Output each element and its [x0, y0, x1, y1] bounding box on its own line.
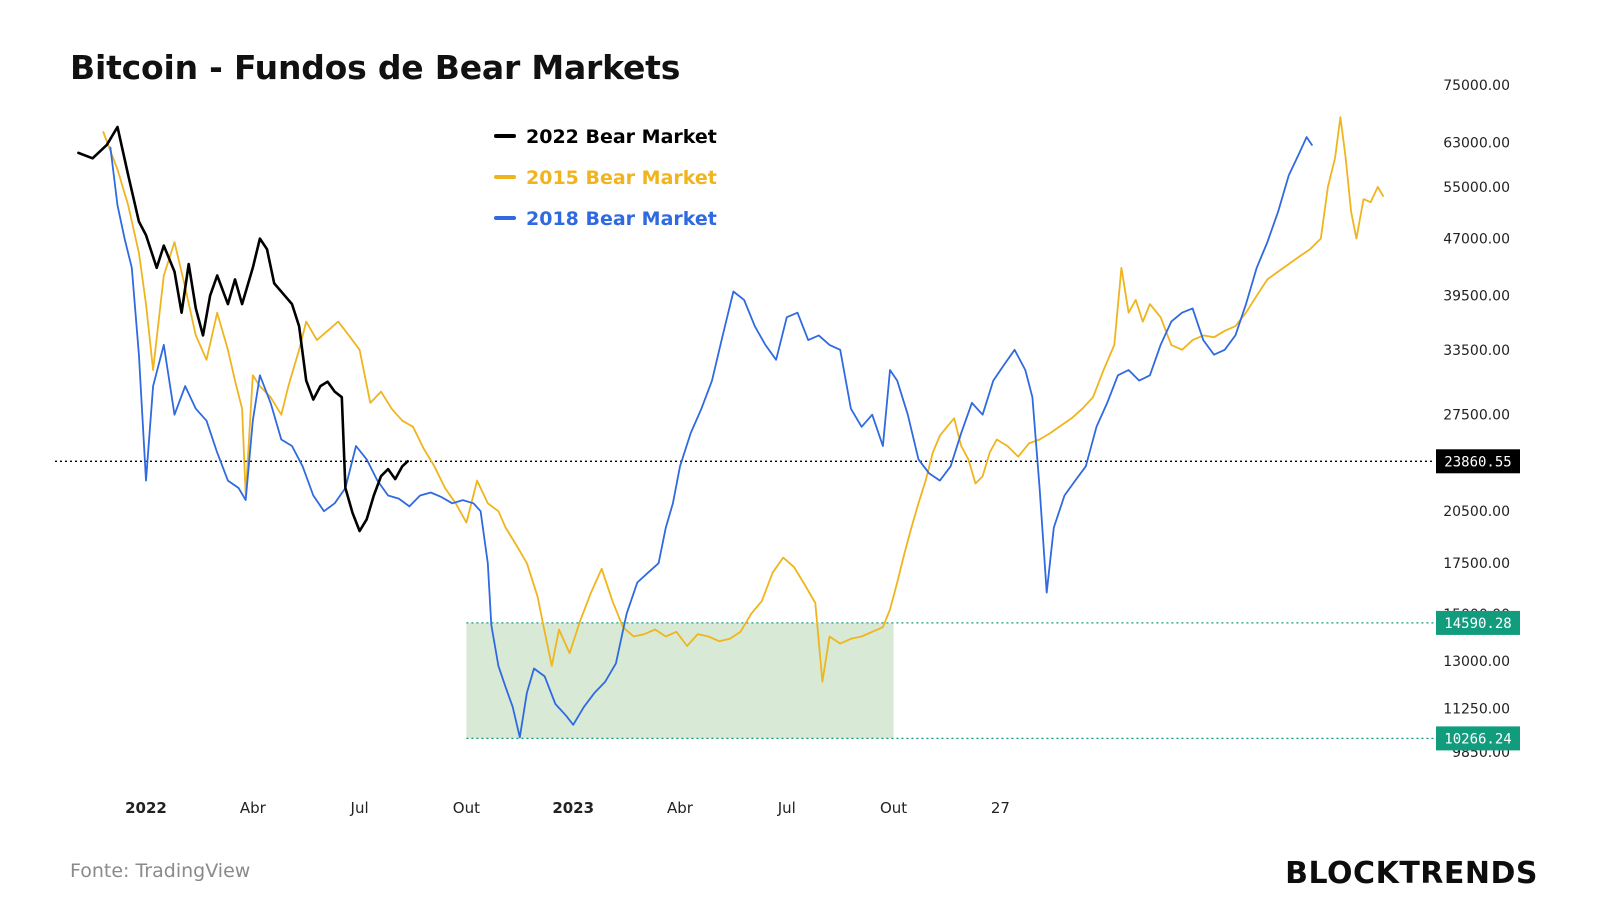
x-tick-label: Out [453, 799, 480, 817]
y-tick-label: 75000.00 [1443, 78, 1510, 94]
legend: 2022 Bear Market 2015 Bear Market 2018 Bea… [494, 126, 717, 230]
x-tick-label: Jul [350, 799, 369, 817]
y-tick-label: 20500.00 [1443, 504, 1510, 520]
y-tick-label: 39500.00 [1443, 289, 1510, 305]
x-tick-label: Abr [667, 799, 694, 817]
y-tick-label: 27500.00 [1443, 408, 1510, 424]
legend-label: 2022 Bear Market [526, 126, 717, 148]
x-tick-label: Jul [777, 799, 796, 817]
level-badge-0-label: 14590.28 [1444, 616, 1511, 632]
level-badge-1-label: 10266.24 [1444, 731, 1511, 747]
price-badges: 23860.55 14590.28 10266.24 [1436, 449, 1520, 751]
y-tick-label: 13000.00 [1443, 654, 1510, 670]
y-tick-label: 55000.00 [1443, 180, 1510, 196]
source-note: Fonte: TradingView [70, 860, 251, 882]
legend-label: 2018 Bear Market [526, 208, 717, 230]
y-tick-label: 47000.00 [1443, 232, 1510, 248]
series-layer [77, 116, 1384, 739]
x-tick-label: 2022 [125, 799, 167, 817]
series-line-2018-bear-market [109, 136, 1313, 739]
x-axis: 2022 Abr Jul Out 2023 Abr Jul Out 27 [125, 799, 1010, 817]
brand-logo: BLOCKTRENDS [1285, 856, 1538, 891]
series-line-2022-bear-market [77, 125, 409, 533]
x-tick-label: Out [880, 799, 907, 817]
y-tick-label: 33500.00 [1443, 343, 1510, 359]
series-line-2015-bear-market [102, 116, 1384, 683]
x-tick-label: 27 [991, 799, 1010, 817]
chart-title: Bitcoin - Fundos de Bear Markets [70, 48, 681, 87]
x-tick-label: 2023 [552, 799, 594, 817]
y-tick-label: 17500.00 [1443, 556, 1510, 572]
y-tick-label: 11250.00 [1443, 701, 1510, 717]
y-tick-label: 63000.00 [1443, 135, 1510, 151]
level-badge-0-bg [1436, 610, 1520, 635]
current-price-badge-label: 23860.55 [1444, 454, 1511, 470]
legend-label: 2015 Bear Market [526, 167, 717, 189]
y-axis: 75000.00 63000.00 55000.00 47000.00 39500.00… [1443, 78, 1510, 761]
level-lines-layer [55, 460, 1435, 740]
x-tick-label: Abr [240, 799, 267, 817]
level-badge-1-bg [1436, 726, 1520, 751]
current-price-badge-bg [1436, 449, 1520, 474]
